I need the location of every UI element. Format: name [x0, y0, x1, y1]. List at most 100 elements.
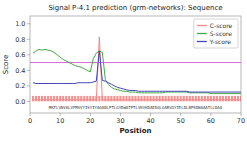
bar: [59, 96, 61, 101]
bar: [98, 96, 100, 101]
bar: [77, 96, 79, 101]
bar: [201, 96, 203, 101]
bar: [150, 96, 152, 101]
bar: [222, 96, 224, 101]
legend-label: C-score: [210, 22, 233, 29]
bar: [122, 96, 124, 101]
bar: [116, 96, 118, 101]
bar: [156, 96, 158, 101]
x-tick: [90, 113, 91, 116]
bar: [41, 96, 43, 101]
bar: [53, 96, 55, 101]
bar: [140, 96, 142, 101]
y-tick-label: 0.0: [15, 98, 25, 106]
bar: [183, 96, 185, 101]
x-tick: [120, 113, 121, 116]
bar: [162, 96, 164, 101]
bar: [47, 96, 49, 101]
x-tick-label: 50: [177, 117, 185, 125]
bar: [159, 96, 161, 101]
y-tick-label: 1.0: [15, 20, 25, 28]
legend-swatch: [197, 41, 207, 42]
x-tick: [210, 113, 211, 116]
legend-swatch: [197, 33, 207, 34]
bar: [204, 96, 206, 101]
bar: [207, 96, 209, 101]
bar: [168, 96, 170, 101]
bar: [80, 96, 82, 101]
chart: 0.0 0.2 0.4 0.6 0.8 1.0 0 10 20 30 40 50 60 70 Positio…: [0, 0, 247, 150]
y-tick-label: 0.4: [15, 67, 25, 75]
title: Signal P-4.1 prediction (grm-networks): …: [48, 4, 222, 12]
legend-swatch: [197, 25, 207, 26]
bar: [195, 96, 197, 101]
x-tick: [30, 113, 31, 116]
bar: [110, 96, 112, 101]
y-tick: [27, 101, 30, 102]
x-tick-label: 30: [116, 117, 124, 125]
y-tick-label: 0.8: [15, 36, 25, 44]
y-axis-label: Score: [2, 55, 10, 75]
bar: [192, 96, 194, 101]
bar: [134, 96, 136, 101]
bar: [189, 96, 191, 101]
bar: [228, 96, 230, 101]
x-tick-label: 60: [207, 117, 215, 125]
bar: [174, 96, 176, 101]
bar: [86, 96, 88, 101]
bar: [125, 96, 127, 101]
bar: [74, 96, 76, 101]
legend-label: Y-score: [209, 38, 232, 45]
bar: [44, 96, 46, 101]
legend: C-scoreS-scoreY-score: [194, 19, 238, 48]
bar: [32, 96, 34, 101]
bar: [231, 96, 233, 101]
bar: [237, 96, 239, 101]
bar: [180, 96, 182, 101]
x-tick-label: 0: [28, 117, 32, 125]
x-tick-label: 70: [237, 117, 245, 125]
y-tick: [27, 85, 30, 86]
bar: [210, 96, 212, 101]
y-tick: [27, 54, 30, 55]
plot-frame: [30, 16, 241, 113]
bar: [83, 96, 85, 101]
x-tick: [60, 113, 61, 116]
bar: [234, 96, 236, 101]
bar: [56, 96, 58, 101]
bar: [113, 96, 115, 101]
bar: [35, 96, 37, 101]
score-line: [33, 49, 241, 93]
x-tick: [150, 113, 151, 116]
bar: [137, 96, 139, 101]
bar: [107, 96, 109, 101]
bar: [225, 96, 227, 101]
x-tick: [241, 113, 242, 116]
bar: [171, 96, 173, 101]
y-tick-label: 0.6: [15, 51, 25, 59]
bar: [119, 96, 121, 101]
bar: [143, 96, 145, 101]
score-line: [33, 51, 241, 92]
y-tick: [27, 23, 30, 24]
x-tick-label: 20: [86, 117, 94, 125]
bar: [89, 96, 91, 101]
y-tick: [27, 39, 30, 40]
bar: [131, 96, 133, 101]
bar: [165, 96, 167, 101]
x-tick-label: 10: [56, 117, 64, 125]
bar: [50, 96, 52, 101]
y-tick-label: 0.2: [15, 82, 25, 90]
bar: [38, 96, 40, 101]
legend-label: S-score: [210, 30, 232, 37]
x-tick: [180, 113, 181, 116]
x-axis-label: Position: [119, 127, 151, 135]
bar: [213, 96, 215, 101]
bar: [68, 96, 70, 101]
x-tick-label: 40: [146, 117, 154, 125]
bar: [147, 96, 149, 101]
threshold-line: [30, 62, 241, 63]
bar: [62, 96, 64, 101]
bar: [198, 96, 200, 101]
bar: [186, 96, 188, 101]
